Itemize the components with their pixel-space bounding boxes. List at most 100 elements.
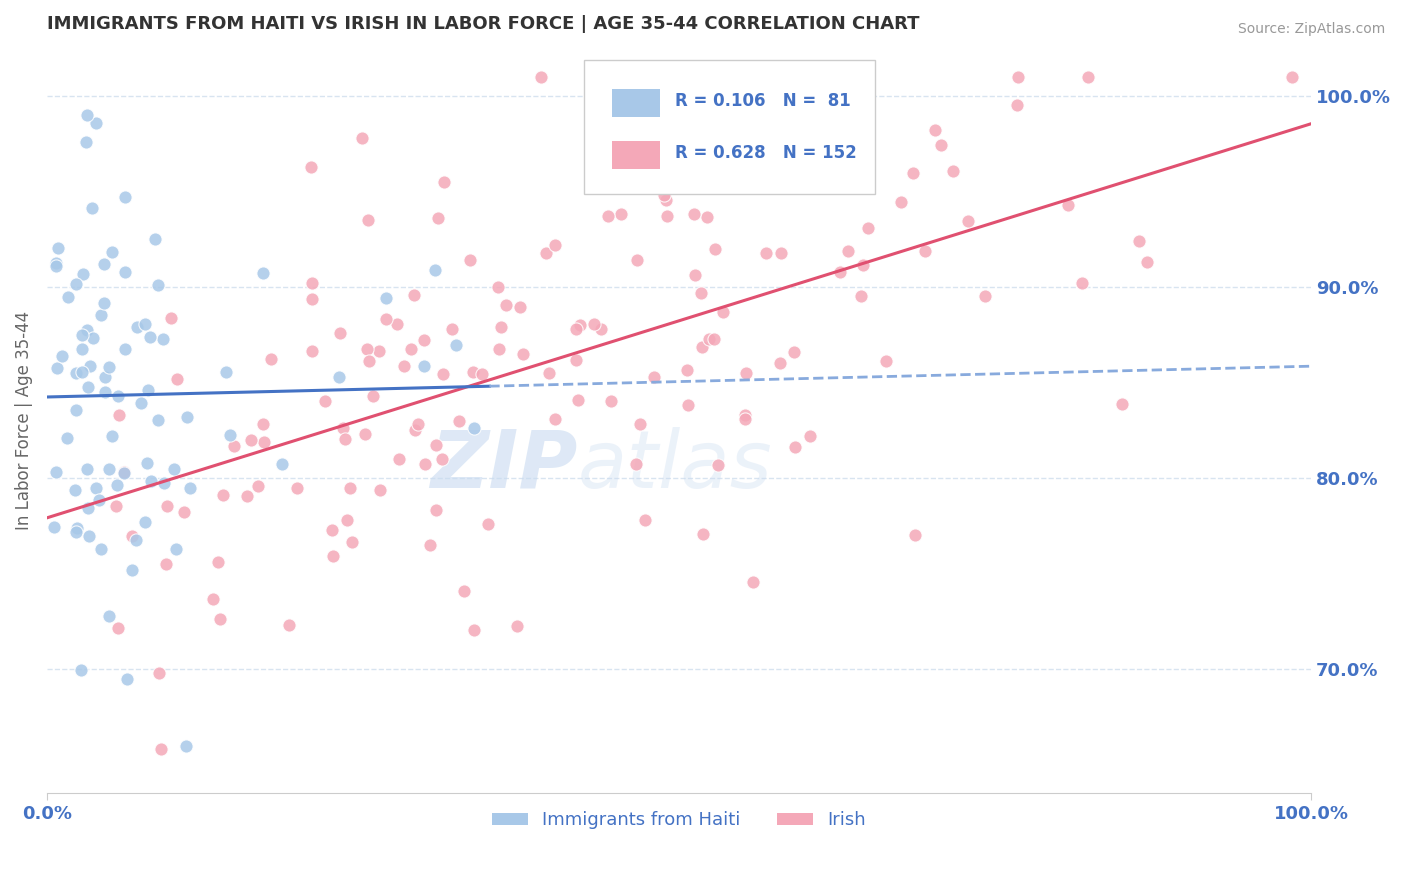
Irish bbox=[692, 340, 714, 354]
Irish bbox=[734, 412, 756, 426]
Immigrants from Haiti bbox=[89, 493, 111, 508]
Immigrants from Haiti bbox=[94, 384, 117, 399]
Text: R = 0.628   N = 152: R = 0.628 N = 152 bbox=[675, 144, 858, 161]
Immigrants from Haiti bbox=[70, 342, 93, 356]
Immigrants from Haiti bbox=[75, 135, 97, 149]
Irish bbox=[534, 245, 557, 260]
Immigrants from Haiti bbox=[146, 278, 169, 293]
Irish bbox=[568, 318, 591, 332]
Irish bbox=[537, 366, 560, 380]
Immigrants from Haiti bbox=[125, 533, 148, 548]
Irish bbox=[404, 288, 426, 302]
Irish bbox=[676, 399, 699, 413]
Irish bbox=[626, 252, 648, 267]
Immigrants from Haiti bbox=[82, 331, 104, 345]
Immigrants from Haiti bbox=[115, 673, 138, 687]
Irish bbox=[489, 320, 512, 334]
Irish bbox=[160, 311, 183, 326]
Immigrants from Haiti bbox=[46, 360, 69, 375]
Irish bbox=[901, 166, 924, 180]
Irish bbox=[471, 367, 494, 381]
Irish bbox=[340, 535, 363, 549]
Irish bbox=[1056, 198, 1078, 212]
Irish bbox=[839, 136, 862, 151]
Immigrants from Haiti bbox=[55, 431, 77, 445]
Irish bbox=[957, 214, 980, 228]
Irish bbox=[415, 457, 437, 471]
Irish bbox=[460, 252, 482, 267]
Immigrants from Haiti bbox=[97, 462, 120, 476]
Irish bbox=[1136, 255, 1159, 269]
Irish bbox=[600, 394, 623, 409]
Immigrants from Haiti bbox=[146, 413, 169, 427]
Irish bbox=[339, 481, 361, 495]
Irish bbox=[404, 423, 426, 437]
Irish bbox=[734, 366, 756, 380]
Irish bbox=[461, 365, 484, 379]
Immigrants from Haiti bbox=[72, 267, 94, 281]
Irish bbox=[299, 160, 322, 174]
Immigrants from Haiti bbox=[375, 292, 398, 306]
Immigrants from Haiti bbox=[153, 476, 176, 491]
Irish bbox=[433, 175, 456, 189]
Immigrants from Haiti bbox=[270, 457, 292, 471]
Irish bbox=[486, 280, 509, 294]
Irish bbox=[1281, 70, 1303, 84]
Irish bbox=[741, 574, 763, 589]
Immigrants from Haiti bbox=[51, 349, 73, 363]
Irish bbox=[212, 488, 235, 502]
Irish bbox=[769, 246, 792, 260]
Irish bbox=[104, 499, 127, 513]
Irish bbox=[246, 478, 269, 492]
Irish bbox=[683, 207, 706, 221]
Irish bbox=[314, 394, 336, 409]
Irish bbox=[301, 292, 323, 306]
Irish bbox=[301, 343, 323, 358]
Irish bbox=[506, 619, 529, 633]
Immigrants from Haiti bbox=[90, 541, 112, 556]
Irish bbox=[1070, 276, 1092, 290]
Irish bbox=[406, 417, 429, 431]
Irish bbox=[683, 268, 706, 283]
Irish bbox=[207, 555, 229, 569]
Irish bbox=[1007, 70, 1029, 84]
Irish bbox=[107, 621, 129, 635]
Immigrants from Haiti bbox=[107, 389, 129, 403]
Immigrants from Haiti bbox=[56, 290, 79, 304]
Immigrants from Haiti bbox=[65, 525, 87, 540]
Irish bbox=[924, 123, 946, 137]
Immigrants from Haiti bbox=[76, 323, 98, 337]
Irish bbox=[477, 516, 499, 531]
Irish bbox=[425, 503, 447, 517]
Irish bbox=[610, 206, 633, 220]
Immigrants from Haiti bbox=[42, 520, 65, 534]
Irish bbox=[828, 265, 851, 279]
Immigrants from Haiti bbox=[215, 365, 238, 379]
Irish bbox=[837, 244, 859, 258]
Irish bbox=[430, 452, 453, 467]
Immigrants from Haiti bbox=[98, 360, 121, 375]
Immigrants from Haiti bbox=[101, 244, 124, 259]
Irish bbox=[121, 528, 143, 542]
Immigrants from Haiti bbox=[76, 501, 98, 516]
Irish bbox=[447, 414, 470, 428]
Immigrants from Haiti bbox=[463, 421, 485, 435]
Irish bbox=[914, 244, 936, 259]
Immigrants from Haiti bbox=[179, 481, 201, 495]
Irish bbox=[711, 305, 734, 319]
Irish bbox=[361, 389, 384, 403]
Immigrants from Haiti bbox=[84, 115, 107, 129]
Irish bbox=[322, 549, 344, 563]
Text: R = 0.106   N =  81: R = 0.106 N = 81 bbox=[675, 92, 851, 110]
Irish bbox=[581, 70, 603, 84]
Irish bbox=[655, 209, 678, 223]
Immigrants from Haiti bbox=[76, 380, 98, 394]
Irish bbox=[974, 289, 997, 303]
Text: IMMIGRANTS FROM HAITI VS IRISH IN LABOR FORCE | AGE 35-44 CORRELATION CHART: IMMIGRANTS FROM HAITI VS IRISH IN LABOR … bbox=[46, 15, 920, 33]
Bar bbox=[612, 88, 659, 117]
Irish bbox=[354, 427, 377, 442]
Irish bbox=[620, 166, 643, 180]
Irish bbox=[419, 538, 441, 552]
Immigrants from Haiti bbox=[413, 359, 436, 373]
Irish bbox=[544, 238, 567, 252]
